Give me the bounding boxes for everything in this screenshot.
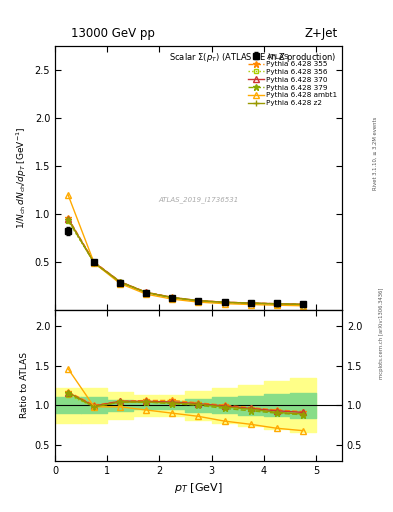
Line: Pythia 6.428 370: Pythia 6.428 370 [65, 216, 306, 307]
Text: mcplots.cern.ch [arXiv:1306.3436]: mcplots.cern.ch [arXiv:1306.3436] [379, 287, 384, 378]
Pythia 6.428 379 [66, 217, 70, 223]
Text: Scalar $\Sigma(p_T)$ (ATLAS UE in Z production): Scalar $\Sigma(p_T)$ (ATLAS UE in Z prod… [169, 51, 336, 65]
Pythia 6.428 ambt1 [92, 260, 97, 266]
Pythia 6.428 370 [92, 260, 97, 266]
Line: Pythia 6.428 379: Pythia 6.428 379 [64, 216, 306, 308]
Legend: ATLAS, Pythia 6.428 355, Pythia 6.428 356, Pythia 6.428 370, Pythia 6.428 379, P: ATLAS, Pythia 6.428 355, Pythia 6.428 35… [247, 52, 338, 107]
Pythia 6.428 ambt1 [66, 192, 70, 198]
Pythia 6.428 370 [196, 297, 201, 304]
Pythia 6.428 355 [144, 289, 149, 295]
Y-axis label: Ratio to ATLAS: Ratio to ATLAS [20, 352, 29, 418]
Pythia 6.428 355 [222, 299, 227, 305]
Pythia 6.428 z2 [144, 289, 149, 295]
Pythia 6.428 355 [118, 279, 123, 285]
Pythia 6.428 ambt1 [170, 296, 175, 302]
Pythia 6.428 z2 [196, 297, 201, 304]
Pythia 6.428 355 [248, 300, 253, 306]
Pythia 6.428 ambt1 [300, 303, 305, 309]
Pythia 6.428 370 [274, 301, 279, 307]
Line: Pythia 6.428 z2: Pythia 6.428 z2 [64, 216, 306, 308]
X-axis label: $p_T$ [GeV]: $p_T$ [GeV] [174, 481, 223, 495]
Pythia 6.428 370 [66, 216, 70, 222]
Pythia 6.428 355 [274, 301, 279, 307]
Pythia 6.428 379 [118, 279, 123, 285]
Pythia 6.428 355 [196, 297, 201, 304]
Pythia 6.428 ambt1 [144, 291, 149, 297]
Pythia 6.428 356 [170, 294, 175, 301]
Pythia 6.428 379 [170, 294, 175, 301]
Line: Pythia 6.428 355: Pythia 6.428 355 [64, 215, 306, 308]
Pythia 6.428 356 [92, 260, 97, 266]
Pythia 6.428 ambt1 [118, 281, 123, 287]
Pythia 6.428 356 [274, 301, 279, 307]
Text: 13000 GeV pp: 13000 GeV pp [71, 27, 154, 40]
Line: Pythia 6.428 356: Pythia 6.428 356 [66, 218, 305, 307]
Pythia 6.428 ambt1 [248, 302, 253, 308]
Pythia 6.428 356 [222, 299, 227, 305]
Pythia 6.428 370 [222, 299, 227, 305]
Pythia 6.428 z2 [170, 294, 175, 301]
Pythia 6.428 356 [196, 297, 201, 304]
Text: ATLAS_2019_I1736531: ATLAS_2019_I1736531 [158, 196, 239, 203]
Pythia 6.428 z2 [300, 302, 305, 308]
Pythia 6.428 ambt1 [274, 302, 279, 308]
Line: Pythia 6.428 ambt1: Pythia 6.428 ambt1 [65, 191, 306, 309]
Text: Rivet 3.1.10, ≥ 3.2M events: Rivet 3.1.10, ≥ 3.2M events [373, 117, 378, 190]
Pythia 6.428 z2 [248, 300, 253, 306]
Pythia 6.428 z2 [118, 279, 123, 285]
Pythia 6.428 z2 [222, 299, 227, 305]
Pythia 6.428 379 [248, 300, 253, 306]
Pythia 6.428 355 [66, 215, 70, 221]
Pythia 6.428 370 [170, 294, 175, 301]
Pythia 6.428 379 [144, 290, 149, 296]
Text: Z+Jet: Z+Jet [305, 27, 338, 40]
Pythia 6.428 355 [170, 294, 175, 301]
Pythia 6.428 ambt1 [196, 299, 201, 305]
Pythia 6.428 z2 [274, 301, 279, 307]
Pythia 6.428 z2 [66, 216, 70, 222]
Pythia 6.428 356 [300, 302, 305, 308]
Pythia 6.428 379 [300, 302, 305, 308]
Pythia 6.428 ambt1 [222, 301, 227, 307]
Pythia 6.428 355 [300, 301, 305, 307]
Pythia 6.428 356 [248, 300, 253, 306]
Pythia 6.428 z2 [92, 260, 97, 266]
Pythia 6.428 355 [92, 259, 97, 265]
Pythia 6.428 356 [118, 279, 123, 285]
Y-axis label: $1/N_\mathrm{ch}\,dN_\mathrm{ch}/dp_T\;[\mathrm{GeV}^{-1}]$: $1/N_\mathrm{ch}\,dN_\mathrm{ch}/dp_T\;[… [15, 127, 29, 229]
Pythia 6.428 379 [196, 298, 201, 304]
Pythia 6.428 370 [300, 301, 305, 307]
Pythia 6.428 370 [118, 279, 123, 285]
Pythia 6.428 356 [144, 289, 149, 295]
Pythia 6.428 379 [222, 300, 227, 306]
Pythia 6.428 379 [274, 301, 279, 307]
Pythia 6.428 356 [66, 218, 70, 224]
Pythia 6.428 370 [144, 289, 149, 295]
Pythia 6.428 379 [92, 260, 97, 266]
Pythia 6.428 370 [248, 300, 253, 306]
